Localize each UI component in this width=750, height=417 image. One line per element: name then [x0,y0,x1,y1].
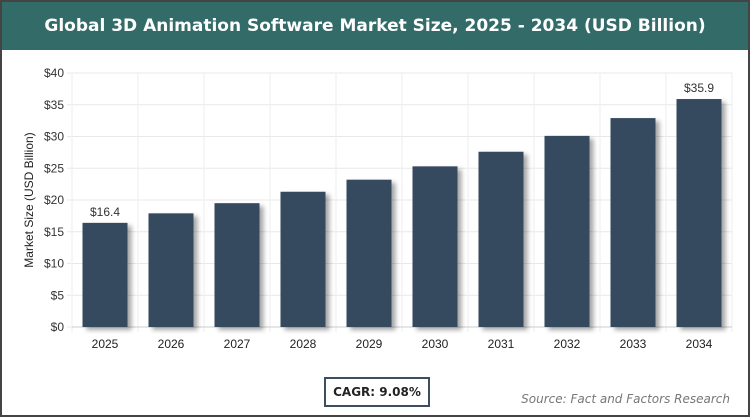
data-label: $16.4 [90,205,120,219]
x-tick-label: 2034 [686,337,713,351]
x-tick-label: 2029 [356,337,383,351]
bar-2030 [412,166,458,327]
y-tick-label: $5 [51,288,65,302]
bar-2028 [280,191,326,327]
bar-2026 [148,213,194,327]
x-tick-label: 2030 [422,337,449,351]
x-tick-label: 2025 [92,337,119,351]
x-tick-label: 2031 [488,337,515,351]
y-tick-label: $10 [44,257,64,271]
bar-2027 [214,203,260,327]
chart-title: Global 3D Animation Software Market Size… [2,2,748,50]
x-tick-label: 2028 [290,337,317,351]
bar-2031 [478,151,524,327]
source-note: Source: Fact and Factors Research [521,392,730,406]
bar-2034 [676,99,722,327]
bar-2033 [610,118,656,328]
x-tick-label: 2033 [620,337,647,351]
x-tick-label: 2032 [554,337,581,351]
y-tick-label: $30 [44,130,64,144]
y-tick-label: $35 [44,98,64,112]
x-tick-label: 2026 [158,337,185,351]
data-label: $35.9 [684,81,714,95]
y-tick-label: $0 [51,320,65,334]
y-tick-label: $20 [44,193,64,207]
cagr-badge: CAGR: 9.08% [324,377,430,407]
y-tick-label: $40 [44,66,64,80]
bar-2029 [346,179,392,327]
x-tick-label: 2027 [224,337,251,351]
y-tick-label: $15 [44,225,64,239]
y-axis-title: Market Size (USD Billion) [22,132,36,267]
bar-2025 [82,222,128,327]
y-tick-label: $25 [44,161,64,175]
bar-2032 [544,135,590,327]
